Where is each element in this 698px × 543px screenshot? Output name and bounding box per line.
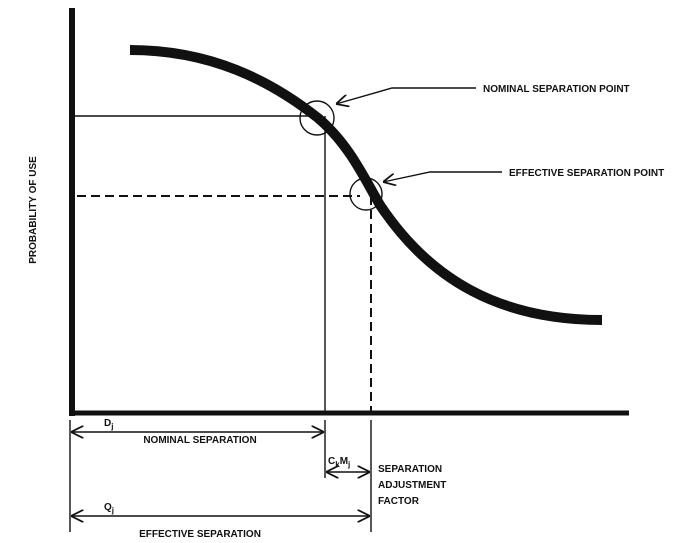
symbol: C bbox=[328, 456, 335, 467]
symbol: M bbox=[340, 456, 348, 467]
effective-label: EFFECTIVE SEPARATION bbox=[139, 529, 261, 540]
nominal-symbol: Dj bbox=[104, 418, 113, 431]
nominal-label: NOMINAL SEPARATION bbox=[143, 435, 256, 446]
subscript: j bbox=[110, 422, 113, 431]
nominal-point bbox=[299, 100, 335, 136]
y-axis-label: PROBABILITY OF USE bbox=[28, 156, 39, 264]
subscript: j bbox=[347, 460, 350, 469]
effective-point bbox=[349, 177, 383, 211]
effective-symbol: Qj bbox=[104, 502, 114, 515]
symbol: D bbox=[104, 418, 111, 429]
nominal-leader bbox=[336, 87, 476, 104]
effective-leader bbox=[383, 171, 502, 182]
subscript: j bbox=[111, 506, 114, 515]
adjustment-label: ADJUSTMENT bbox=[378, 480, 446, 491]
adjustment-label: SEPARATION bbox=[378, 464, 442, 475]
adjustment-label: FACTOR bbox=[378, 496, 420, 507]
effective-point-label: EFFECTIVE SEPARATION POINT bbox=[509, 168, 664, 179]
nominal-point-label: NOMINAL SEPARATION POINT bbox=[483, 84, 630, 95]
symbol: Q bbox=[104, 502, 112, 513]
subscript: k bbox=[335, 460, 340, 469]
adjustment-symbol: CkMj bbox=[328, 456, 350, 469]
curve bbox=[129, 45, 603, 325]
